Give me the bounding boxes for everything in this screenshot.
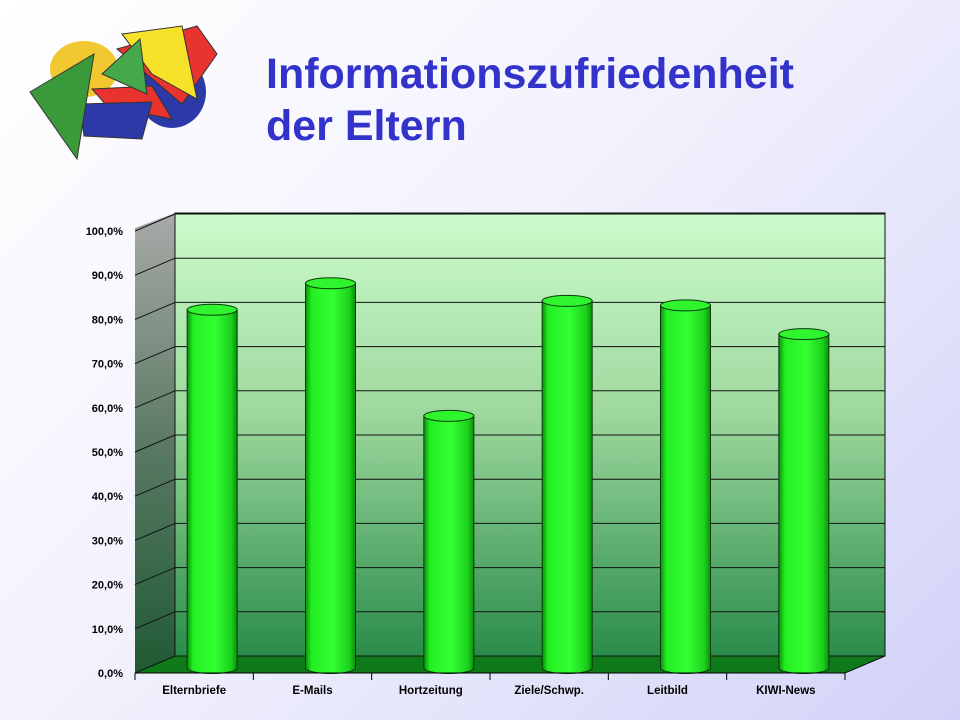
y-axis: 0,0% 10,0% 20,0% 30,0% 40,0% 50,0% 60,0% 70,0% 8… <box>86 226 124 680</box>
gridline-side <box>134 390 176 409</box>
logo-geometric-shapes-icon <box>29 25 218 161</box>
x-tick-label: Hortzeitung <box>399 685 463 697</box>
gridline-side <box>134 213 176 232</box>
y-tick-label: 60,0% <box>92 403 123 415</box>
x-tick-label: KIWI-News <box>756 685 815 697</box>
y-tick-label: 80,0% <box>92 314 123 326</box>
bar <box>305 277 356 674</box>
gridline-side <box>134 567 176 586</box>
gridline-side <box>134 257 176 276</box>
gridline-side <box>134 478 176 497</box>
y-tick-label: 70,0% <box>92 359 123 371</box>
x-axis: Elternbriefe E-Mails Hortzeitung Ziele/Schw… <box>134 672 846 697</box>
y-tick-label: 90,0% <box>92 270 123 282</box>
y-tick-label: 50,0% <box>92 447 123 459</box>
gridline-side <box>134 434 176 453</box>
y-tick-label: 10,0% <box>92 624 123 636</box>
x-tick-label: Elternbriefe <box>162 685 226 697</box>
y-tick-label: 20,0% <box>92 580 123 592</box>
bar <box>186 303 238 674</box>
bar <box>778 328 830 674</box>
y-tick-label: 0,0% <box>98 668 123 680</box>
bar <box>660 299 711 674</box>
y-tick-label: 40,0% <box>92 491 123 503</box>
gridline-side <box>134 346 176 365</box>
x-tick-label: Leitbild <box>647 685 688 697</box>
y-tick-label: 30,0% <box>92 535 123 547</box>
gridline-side <box>134 301 176 320</box>
x-tick-label: Ziele/Schwp. <box>514 685 584 697</box>
bar <box>541 294 593 674</box>
slide-title: Informationszufriedenheit der Eltern <box>266 48 794 152</box>
gridline-side <box>134 522 176 541</box>
slide-title-line-2: der Eltern <box>266 102 467 150</box>
x-tick-label: E-Mails <box>292 685 332 697</box>
y-tick-label: 100,0% <box>86 226 124 238</box>
chart-floor <box>134 655 886 674</box>
slide-title-line-1: Informationszufriedenheit <box>266 50 794 98</box>
gridlines <box>134 213 885 630</box>
gridline-side <box>134 611 176 630</box>
bar <box>423 409 475 674</box>
bars <box>186 277 830 674</box>
